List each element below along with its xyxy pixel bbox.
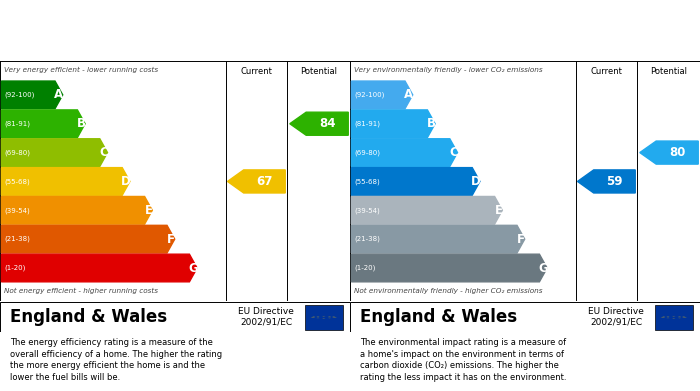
- Polygon shape: [351, 168, 480, 195]
- Polygon shape: [578, 170, 636, 193]
- Polygon shape: [228, 170, 286, 193]
- Text: Energy Efficiency Rating: Energy Efficiency Rating: [7, 43, 190, 56]
- Text: E: E: [144, 204, 153, 217]
- Text: Environmental Impact (CO₂) Rating: Environmental Impact (CO₂) Rating: [357, 43, 619, 56]
- Text: F: F: [517, 233, 525, 246]
- Text: D: D: [121, 175, 131, 188]
- Polygon shape: [640, 141, 699, 164]
- Text: G: G: [538, 262, 548, 274]
- Polygon shape: [351, 225, 525, 253]
- Polygon shape: [1, 196, 153, 224]
- Text: Potential: Potential: [300, 66, 337, 75]
- Text: Very energy efficient - lower running costs: Very energy efficient - lower running co…: [4, 66, 158, 73]
- Text: The environmental impact rating is a measure of
a home's impact on the environme: The environmental impact rating is a mea…: [360, 338, 567, 382]
- Text: (55-68): (55-68): [4, 178, 30, 185]
- Text: C: C: [99, 146, 108, 159]
- Text: (81-91): (81-91): [354, 120, 380, 127]
- Text: 67: 67: [256, 175, 272, 188]
- Text: A: A: [55, 88, 64, 101]
- Text: (92-100): (92-100): [4, 91, 34, 98]
- Bar: [304, 305, 343, 330]
- Text: (92-100): (92-100): [354, 91, 384, 98]
- Text: B: B: [77, 117, 86, 130]
- Text: Potential: Potential: [650, 66, 687, 75]
- Text: Not energy efficient - higher running costs: Not energy efficient - higher running co…: [4, 288, 158, 294]
- Polygon shape: [1, 254, 197, 282]
- Polygon shape: [351, 196, 503, 224]
- Text: (1-20): (1-20): [354, 265, 376, 271]
- Polygon shape: [1, 139, 108, 167]
- Text: (39-54): (39-54): [4, 207, 30, 213]
- Polygon shape: [1, 225, 175, 253]
- Text: England & Wales: England & Wales: [360, 308, 517, 326]
- Polygon shape: [1, 110, 85, 138]
- Polygon shape: [1, 81, 63, 109]
- Polygon shape: [290, 112, 349, 135]
- Text: (69-80): (69-80): [4, 149, 30, 156]
- Text: (81-91): (81-91): [4, 120, 30, 127]
- Text: (55-68): (55-68): [354, 178, 380, 185]
- Polygon shape: [351, 110, 435, 138]
- Text: A: A: [405, 88, 414, 101]
- Text: England & Wales: England & Wales: [10, 308, 167, 326]
- Text: (39-54): (39-54): [354, 207, 380, 213]
- Text: (69-80): (69-80): [354, 149, 380, 156]
- Text: Current: Current: [590, 66, 622, 75]
- Text: The energy efficiency rating is a measure of the
overall efficiency of a home. T: The energy efficiency rating is a measur…: [10, 338, 223, 382]
- Text: E: E: [494, 204, 503, 217]
- Text: C: C: [449, 146, 458, 159]
- Text: EU Directive
2002/91/EC: EU Directive 2002/91/EC: [238, 307, 294, 327]
- Text: 84: 84: [319, 117, 335, 130]
- Text: D: D: [471, 175, 481, 188]
- Text: Not environmentally friendly - higher CO₂ emissions: Not environmentally friendly - higher CO…: [354, 288, 542, 294]
- Text: F: F: [167, 233, 175, 246]
- Text: 59: 59: [606, 175, 623, 188]
- Polygon shape: [1, 168, 130, 195]
- Text: (1-20): (1-20): [4, 265, 26, 271]
- Text: Current: Current: [240, 66, 272, 75]
- Text: G: G: [188, 262, 198, 274]
- Polygon shape: [351, 139, 458, 167]
- Text: B: B: [427, 117, 436, 130]
- Polygon shape: [351, 254, 547, 282]
- Text: (21-38): (21-38): [4, 236, 30, 242]
- Text: EU Directive
2002/91/EC: EU Directive 2002/91/EC: [588, 307, 644, 327]
- Polygon shape: [351, 81, 413, 109]
- Text: 80: 80: [669, 146, 685, 159]
- Text: (21-38): (21-38): [354, 236, 380, 242]
- Bar: [654, 305, 693, 330]
- Text: Very environmentally friendly - lower CO₂ emissions: Very environmentally friendly - lower CO…: [354, 66, 542, 73]
